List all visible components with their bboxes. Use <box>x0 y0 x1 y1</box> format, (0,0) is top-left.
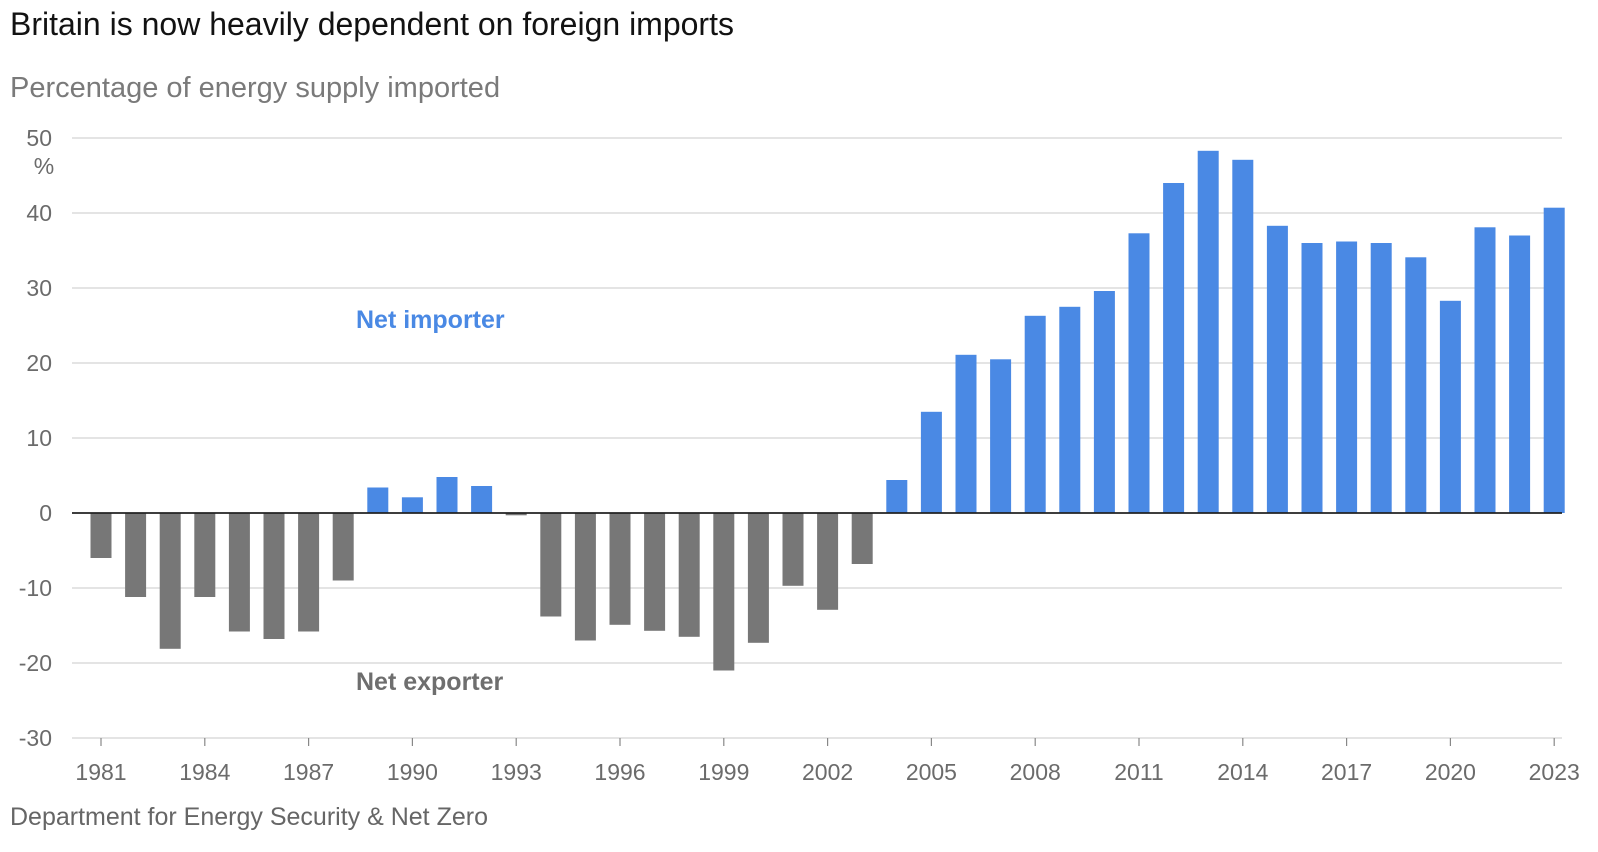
bar-1992 <box>471 486 493 513</box>
annotation-net-importer: Net importer <box>356 306 505 334</box>
bar-2018 <box>1370 243 1392 513</box>
bar-1998 <box>678 513 700 637</box>
y-unit-label: % <box>34 153 54 179</box>
x-tick-label: 2014 <box>1217 759 1268 785</box>
bar-1991 <box>436 477 458 513</box>
y-tick-label: 20 <box>26 350 52 376</box>
x-tick-label: 1984 <box>179 759 230 785</box>
bar-1985 <box>228 513 250 632</box>
x-tick-label: 2020 <box>1425 759 1476 785</box>
bar-2008 <box>1024 315 1046 514</box>
bar-2000 <box>747 513 769 643</box>
x-tick-label: 1987 <box>283 759 334 785</box>
bar-2019 <box>1405 257 1427 514</box>
bar-2017 <box>1336 241 1358 513</box>
axes: 50 40 30 20 10 0 -10 -20 -30% 1981 1984 1987 1990 199… <box>19 125 1580 785</box>
x-tick-label: 2023 <box>1529 759 1580 785</box>
bar-1981 <box>90 513 112 558</box>
y-tick-label: 40 <box>26 200 52 226</box>
bar-1986 <box>263 513 285 639</box>
y-tick-label: -10 <box>19 575 52 601</box>
annotation-net-exporter: Net exporter <box>356 668 504 696</box>
bar-2013 <box>1197 150 1219 514</box>
x-tick-label: 1993 <box>491 759 542 785</box>
y-tick-label: 50 <box>26 125 52 151</box>
bar-1983 <box>159 513 181 649</box>
bar-2009 <box>1059 306 1081 514</box>
x-tick-label: 1990 <box>387 759 438 785</box>
bar-1999 <box>713 513 735 671</box>
y-tick-label: -20 <box>19 650 52 676</box>
bar-2002 <box>817 513 839 610</box>
bar-2005 <box>920 411 942 514</box>
x-tick-label: 2002 <box>802 759 853 785</box>
bar-2016 <box>1301 243 1323 513</box>
bar-2004 <box>886 480 908 513</box>
x-tick-label: 1996 <box>594 759 645 785</box>
bar-2021 <box>1474 227 1496 514</box>
bars <box>90 150 1565 671</box>
bar-1994 <box>540 513 562 617</box>
bar-1997 <box>644 513 666 631</box>
chart-subtitle: Percentage of energy supply imported <box>10 72 501 104</box>
y-tick-label: 0 <box>39 500 52 526</box>
x-tick-label: 2008 <box>1010 759 1061 785</box>
bar-1982 <box>125 513 147 597</box>
bar-2010 <box>1093 291 1115 513</box>
bar-2001 <box>782 513 804 586</box>
bar-1996 <box>609 513 631 625</box>
bar-1993 <box>505 513 527 516</box>
bar-2014 <box>1232 159 1254 514</box>
x-tick-label: 1999 <box>698 759 749 785</box>
y-tick-label: -30 <box>19 725 52 751</box>
x-tick-label: 1981 <box>75 759 126 785</box>
x-tick-label: 2011 <box>1114 759 1163 785</box>
y-tick-label: 10 <box>26 425 52 451</box>
y-tick-label: 30 <box>26 275 52 301</box>
bar-1984 <box>194 513 216 597</box>
bar-2012 <box>1163 183 1185 513</box>
bar-1990 <box>401 497 423 514</box>
x-tick-label: 2017 <box>1321 759 1372 785</box>
bar-2022 <box>1509 235 1531 513</box>
bar-2020 <box>1439 300 1461 514</box>
bar-2011 <box>1128 233 1150 514</box>
chart-title: Britain is now heavily dependent on fore… <box>10 6 734 42</box>
bar-1987 <box>298 513 320 632</box>
bar-2023 <box>1543 207 1565 513</box>
bar-1988 <box>332 513 354 581</box>
bar-2006 <box>955 354 977 514</box>
x-tick-label: 2005 <box>906 759 957 785</box>
source-note: Department for Energy Security & Net Zer… <box>10 803 488 831</box>
bar-1995 <box>574 513 596 641</box>
bar-1989 <box>367 487 389 513</box>
bar-2003 <box>851 513 873 564</box>
bar-2007 <box>990 359 1012 514</box>
bar-2015 <box>1266 225 1288 514</box>
